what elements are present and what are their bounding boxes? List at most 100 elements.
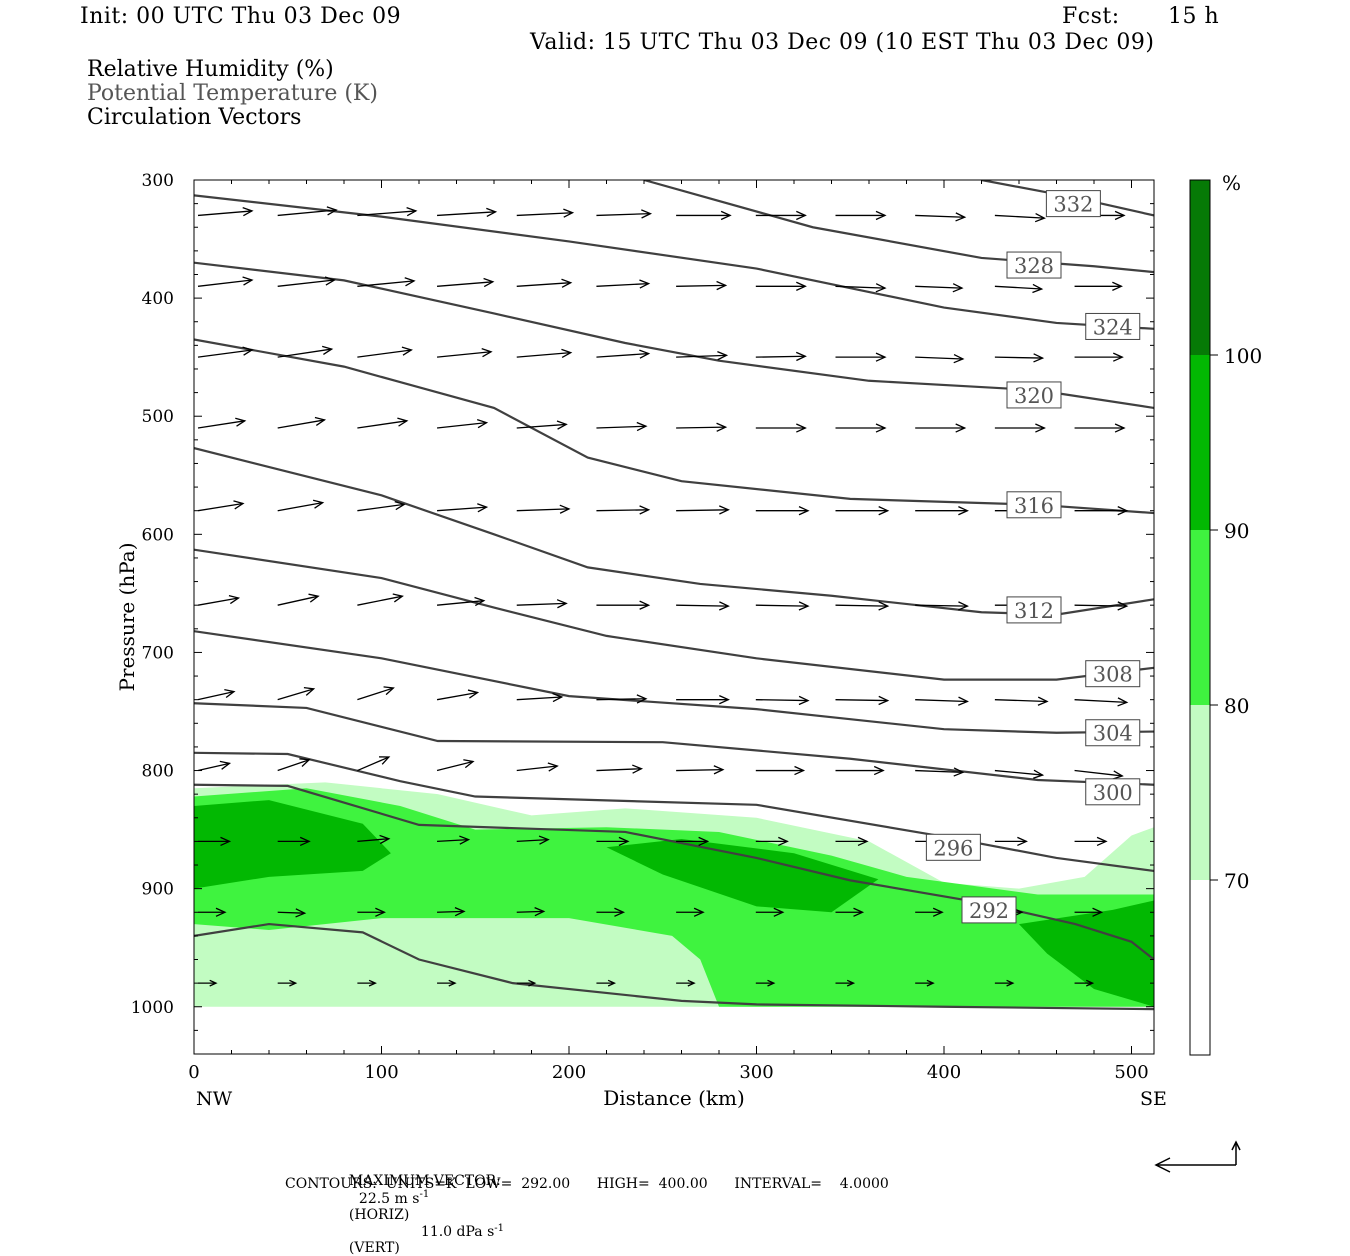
vector-arrow (915, 283, 964, 293)
vector-arrow (676, 601, 730, 611)
vector-arrow (596, 907, 626, 917)
vector-arrow (277, 345, 334, 358)
vector-arrow (596, 836, 630, 847)
svg-text:292: 292 (969, 899, 1009, 923)
svg-text:320: 320 (1014, 384, 1054, 408)
theta-contour-296 (194, 751, 1154, 873)
contour-label-324: 324 (1085, 312, 1141, 340)
vector-arrow (596, 209, 653, 219)
vector-arrow (1074, 506, 1129, 516)
vector-arrow (436, 689, 480, 701)
vector-arrow (357, 834, 391, 845)
vector-arrow (437, 596, 486, 607)
vector-arrow (755, 695, 810, 706)
theta-contour-300 (194, 702, 1154, 786)
vector-arrow (755, 210, 807, 221)
colorbar-label-100: 100 (1224, 344, 1262, 368)
vector-arrow (755, 351, 807, 362)
contour-label-300: 300 (1085, 778, 1141, 806)
contour-labels: 332 328 324 320 316 312 308 304 300 296 292 (925, 190, 1141, 924)
contour-label-316: 316 (1006, 491, 1062, 519)
vector-arrow (755, 836, 789, 847)
contour-label-292: 292 (961, 896, 1017, 924)
vector-arrow (835, 283, 887, 293)
vector-arrow (676, 979, 696, 987)
theta-contour-292 (194, 783, 1154, 961)
theta-contour-308 (194, 548, 1154, 681)
svg-text:300: 300 (1093, 781, 1133, 805)
y-tick-label: 600 (142, 525, 174, 545)
colorbar-70-80 (1190, 705, 1210, 880)
vector-arrow (516, 504, 571, 514)
vector-arrow (198, 979, 218, 987)
theta-contour-324 (194, 194, 1154, 330)
vector-arrow (994, 696, 1049, 706)
vector-arrow (277, 686, 316, 701)
vector-arrow (915, 423, 967, 433)
rh-region-90-100-3 (606, 839, 879, 913)
vector-arrow (596, 979, 617, 987)
vector-arrow (596, 764, 644, 774)
vector-arrow (437, 277, 495, 288)
vector-arrow (516, 599, 568, 609)
vector-arrow (835, 210, 887, 221)
vector-arrow (1074, 836, 1108, 847)
x-tick-label: 200 (552, 1062, 586, 1083)
vector-arrow (835, 836, 869, 847)
field-relative-humidity: Relative Humidity (%) (87, 57, 334, 82)
vector-arrow (277, 499, 325, 512)
axes: 300 400 500 600 700 800 900 1000 0 100 200 300 400 50… (131, 171, 1154, 1083)
colorbar-label-70: 70 (1224, 869, 1249, 893)
forecast-hour: 15 h (1168, 4, 1220, 29)
rh-region-80-90-1 (194, 788, 1154, 1007)
vector-arrow (676, 505, 730, 515)
vector-arrow (994, 353, 1045, 363)
vector-arrow (277, 908, 307, 918)
colorbar-label-80: 80 (1224, 694, 1249, 718)
vector-arrow (1074, 281, 1123, 291)
max-vector-horiz-exponent: -1 (419, 1189, 430, 1200)
vector-arrow (277, 416, 327, 429)
theta-contour-surface (194, 922, 1154, 1011)
vector-arrow (1154, 837, 1186, 845)
vector-arrow (1154, 980, 1172, 986)
vector-arrow (197, 207, 254, 217)
vector-arrow (516, 208, 575, 218)
vector-arrow (277, 593, 320, 606)
vector-arrow (197, 760, 232, 772)
vector-arrow (516, 979, 537, 987)
colorbar-100-plus (1190, 180, 1210, 355)
vector-arrow (197, 594, 241, 606)
svg-text:308: 308 (1093, 663, 1133, 687)
theta-contour-304 (194, 630, 1154, 734)
vector-arrow (835, 979, 856, 987)
svg-text:324: 324 (1093, 315, 1133, 339)
vector-arrow (596, 279, 651, 289)
vector-arrow (437, 907, 466, 917)
init-time: Init: 00 UTC Thu 03 Dec 09 (80, 4, 402, 29)
vector-arrow (596, 421, 648, 432)
colorbar-90-100 (1190, 355, 1210, 530)
max-vector-prefix: MAXIMUM VECTOR: (348, 1173, 501, 1189)
vector-arrow (1074, 423, 1126, 433)
theta-contour-312 (194, 447, 1154, 616)
y-axis-title: Pressure (hPa) (115, 543, 139, 692)
contour-label-296: 296 (925, 833, 981, 861)
vector-arrow (197, 346, 254, 358)
vector-arrow (835, 506, 890, 516)
vector-arrow (835, 601, 890, 611)
vector-arrow (197, 276, 254, 287)
vector-arrow (835, 423, 887, 433)
max-vector-caption: MAXIMUM VECTOR: 22.5 m s-1 (HORIZ) 11.0 … (340, 1157, 504, 1256)
vector-arrow (357, 979, 377, 987)
svg-text:332: 332 (1053, 193, 1093, 217)
vector-arrow (1074, 769, 1124, 780)
vector-arrow (357, 593, 404, 606)
x-tick-label: 100 (364, 1062, 398, 1083)
vector-arrow (436, 759, 475, 772)
vector-arrow (197, 500, 245, 512)
vector-arrow (357, 346, 413, 358)
vector-arrow (755, 506, 810, 516)
vector-arrow (1074, 352, 1124, 362)
vector-arrow (277, 979, 298, 987)
